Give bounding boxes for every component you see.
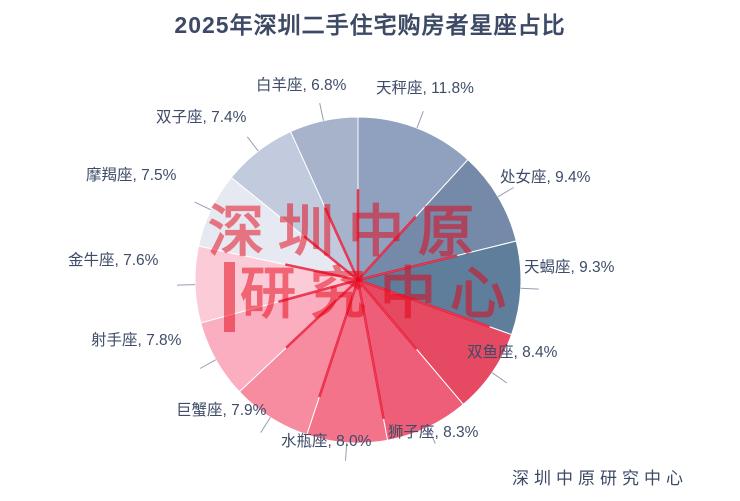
leader-line-天秤座	[416, 111, 424, 129]
leader-line-双鱼座	[491, 372, 508, 384]
leader-line-天蝎座	[520, 287, 539, 290]
slice-label-白羊座: 白羊座, 6.8%	[256, 76, 347, 94]
slice-label-天蝎座: 天蝎座, 9.3%	[524, 258, 615, 276]
pie-slice-白羊座	[289, 116, 359, 281]
source-label: 深圳中原研究中心	[512, 469, 688, 488]
watermark-ray	[318, 278, 360, 398]
leader-line-处女座	[497, 187, 514, 198]
slice-label-射手座: 射手座, 7.8%	[91, 331, 182, 349]
watermark-ray	[356, 278, 418, 350]
pie-slice-天蝎座	[356, 240, 522, 336]
chart-title: 2025年深圳二手住宅购房者星座占比	[174, 12, 566, 38]
pie-slice-天秤座	[357, 116, 469, 282]
watermark-ray	[303, 235, 360, 282]
leader-line-摩羯座	[194, 201, 212, 211]
watermark-ray	[356, 216, 417, 282]
watermark-ray	[356, 278, 490, 328]
watermark-ray	[356, 254, 458, 282]
pie-slice-双鱼座	[356, 278, 513, 406]
leader-line-金牛座	[177, 284, 196, 286]
slice-label-金牛座: 金牛座, 7.6%	[68, 251, 159, 269]
leader-line-狮子座	[427, 427, 436, 444]
slice-label-天秤座: 天秤座, 11.8%	[376, 79, 474, 97]
leader-line-双子座	[246, 136, 259, 152]
slice-label-处女座: 处女座, 9.4%	[500, 167, 591, 186]
slice-label-水瓶座: 水瓶座, 8.0%	[281, 432, 372, 450]
slice-label-双鱼座: 双鱼座, 8.4%	[467, 343, 558, 361]
watermark-ray	[356, 278, 385, 420]
leader-line-巨蟹座	[260, 417, 271, 433]
watermark-ray	[278, 278, 360, 303]
watermark-ray	[285, 263, 360, 282]
leader-line-水瓶座	[345, 442, 348, 461]
leader-line-白羊座	[319, 102, 324, 121]
slice-label-摩羯座: 摩羯座, 7.5%	[86, 166, 177, 184]
slice-label-狮子座: 狮子座, 8.3%	[388, 423, 479, 441]
slice-label-双子座: 双子座, 7.4%	[156, 108, 247, 126]
watermark-ray	[324, 207, 360, 282]
slice-label-巨蟹座: 巨蟹座, 7.9%	[176, 401, 267, 419]
leader-line-射手座	[199, 359, 217, 369]
watermark-ray	[285, 278, 360, 349]
